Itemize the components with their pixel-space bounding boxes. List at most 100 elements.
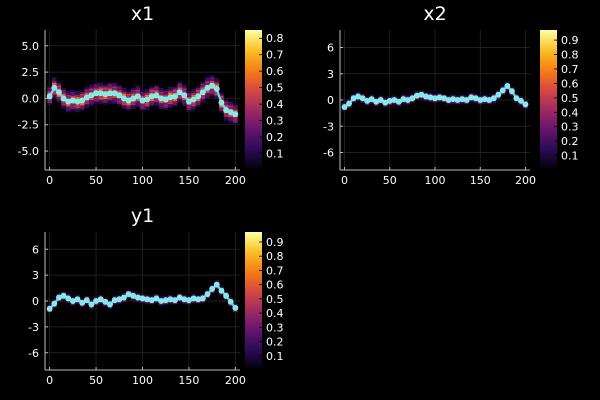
heatmap-cell <box>355 92 361 94</box>
heatmap-cell <box>126 105 131 108</box>
colorbar-tick-label: 0.2 <box>266 336 284 349</box>
heatmap-cell <box>505 89 510 91</box>
heatmap-cell <box>200 100 206 103</box>
heatmap-cell <box>154 84 159 87</box>
heatmap-cell <box>126 89 131 92</box>
heatmap-cell <box>181 302 187 304</box>
heatmap-cell <box>144 90 150 93</box>
heatmap-cell <box>518 103 524 105</box>
heatmap-cell <box>209 292 215 294</box>
heatmap-cell <box>205 92 210 95</box>
heatmap-cell <box>140 105 145 108</box>
heatmap-cell <box>387 96 393 98</box>
heatmap-cell <box>195 302 201 304</box>
heatmap-cell <box>177 300 182 302</box>
heatmap-cell <box>177 98 182 101</box>
heatmap-cell <box>364 103 370 105</box>
heatmap-cell <box>195 99 201 102</box>
heatmap-cell <box>70 105 76 108</box>
heatmap-cell <box>437 92 442 94</box>
heatmap-cell <box>455 102 460 104</box>
heatmap-cell <box>51 299 57 301</box>
heatmap-cell <box>228 101 234 104</box>
heatmap-cell <box>116 84 122 87</box>
heatmap-cell <box>482 95 488 97</box>
heatmap-cell <box>410 93 415 95</box>
heatmap-cell <box>149 85 155 88</box>
x-tick-label: 100 <box>132 174 153 187</box>
heatmap-cell <box>93 304 99 306</box>
heatmap-cell <box>432 94 438 96</box>
heatmap-cell <box>112 99 117 102</box>
heatmap-cell <box>346 99 352 101</box>
heatmap-cell <box>186 104 192 107</box>
heatmap-cell <box>65 94 71 97</box>
heatmap-cell <box>121 91 127 94</box>
heatmap-cell <box>112 96 117 98</box>
heatmap-cell <box>450 95 456 97</box>
heatmap-cell <box>163 296 169 298</box>
heatmap-cell <box>61 103 66 106</box>
heatmap-cell <box>191 301 196 303</box>
heatmap-cell <box>382 99 388 101</box>
heatmap-cell <box>360 93 365 95</box>
heatmap-cell <box>200 85 206 88</box>
heatmap-cell <box>419 91 424 93</box>
heatmap-cell <box>181 100 187 103</box>
heatmap-cell <box>84 102 90 105</box>
heatmap-cell <box>209 94 215 97</box>
heatmap-cell <box>172 89 178 92</box>
heatmap-cell <box>181 98 187 101</box>
heatmap-cell <box>200 301 206 303</box>
heatmap-cell <box>89 90 94 93</box>
heatmap-cell <box>56 87 62 90</box>
heatmap-cell <box>509 86 515 88</box>
heatmap-cell <box>158 103 164 106</box>
heatmap-cell <box>154 294 159 296</box>
heatmap-cell <box>144 106 150 109</box>
heatmap-cell <box>214 280 220 282</box>
heatmap-cell <box>172 103 178 105</box>
heatmap-cell <box>103 102 108 105</box>
heatmap-cell <box>172 303 178 305</box>
heatmap-cell <box>51 79 57 82</box>
y-tick-label: 3 <box>327 68 334 81</box>
heatmap-cell <box>177 87 182 90</box>
heatmap-cell <box>47 305 52 307</box>
heatmap-cell <box>112 302 117 304</box>
heatmap-cell <box>401 94 406 96</box>
y-tick-label: -2.5 <box>18 119 39 132</box>
heatmap-cell <box>84 86 90 89</box>
heatmap-cell <box>70 107 76 110</box>
heatmap-cell <box>233 109 238 112</box>
heatmap-cell <box>144 92 150 95</box>
heatmap-cell <box>228 118 234 121</box>
x-tick-label: 150 <box>178 174 199 187</box>
heatmap-cell <box>130 91 136 94</box>
heatmap-cell <box>163 94 169 97</box>
heatmap-cell <box>61 87 66 90</box>
heatmap-cell <box>56 293 62 295</box>
heatmap-cell <box>468 92 474 94</box>
heatmap-cell <box>168 90 173 93</box>
heatmap-cell <box>482 94 488 96</box>
heatmap-cell <box>219 93 224 96</box>
heatmap-cell <box>209 90 215 93</box>
heatmap-cell <box>107 97 113 100</box>
heatmap-cell <box>396 98 402 100</box>
heatmap-cell <box>437 100 442 102</box>
heatmap-cell <box>84 104 90 107</box>
heatmap-cell <box>112 84 117 87</box>
heatmap-cell <box>103 298 108 300</box>
heatmap-cell <box>223 112 229 115</box>
heatmap-cell <box>56 83 62 86</box>
heatmap-cell <box>428 93 433 95</box>
heatmap-cell <box>195 85 201 88</box>
heatmap-cell <box>98 295 104 297</box>
heatmap-cell <box>195 295 201 297</box>
heatmap-cell <box>140 301 145 303</box>
heatmap-cell <box>107 300 113 302</box>
heatmap-cell <box>209 80 215 83</box>
heatmap-cell <box>382 98 388 100</box>
y-tick-label: -3 <box>323 120 334 133</box>
